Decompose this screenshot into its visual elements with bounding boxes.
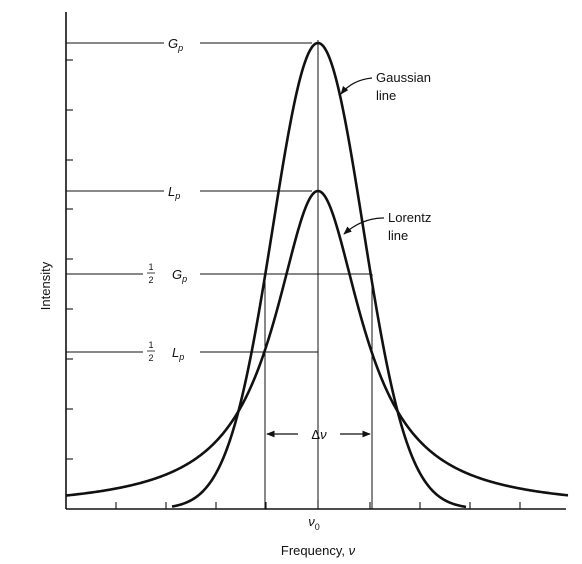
gaussian-curve: [171, 41, 467, 509]
svg-text:1: 1: [148, 340, 153, 350]
nu0-tick-label: ν0: [308, 514, 320, 532]
x-axis-title: Frequency, ν: [281, 543, 356, 558]
y-axis-ticks: [66, 59, 73, 460]
svg-text:Lp: Lp: [172, 345, 184, 362]
lorentz-pointer-arrow: [343, 217, 385, 235]
lorentz-curve: [65, 189, 569, 497]
gaussian-pointer-arrow: [340, 77, 373, 95]
delta-nu-label: Δν: [311, 427, 327, 442]
svg-text:Gp: Gp: [172, 267, 187, 284]
half-lorentz-label: 1 2 Lp: [147, 340, 184, 363]
svg-text:2: 2: [148, 353, 153, 363]
svg-text:2: 2: [148, 275, 153, 285]
half-gaussian-label: 1 2 Gp: [147, 262, 187, 285]
gaussian-peak-label: Gp: [168, 36, 183, 53]
svg-text:1: 1: [148, 262, 153, 272]
x-axis-ticks: [115, 500, 521, 509]
lorentz-peak-label: Lp: [168, 184, 180, 201]
y-axis-title: Intensity: [38, 261, 53, 310]
lorentz-line-label: Lorentz: [388, 210, 431, 225]
gaussian-line-label-2: line: [376, 88, 396, 103]
gaussian-line-label: Gaussian: [376, 70, 431, 85]
lorentz-line-label-2: line: [388, 228, 408, 243]
